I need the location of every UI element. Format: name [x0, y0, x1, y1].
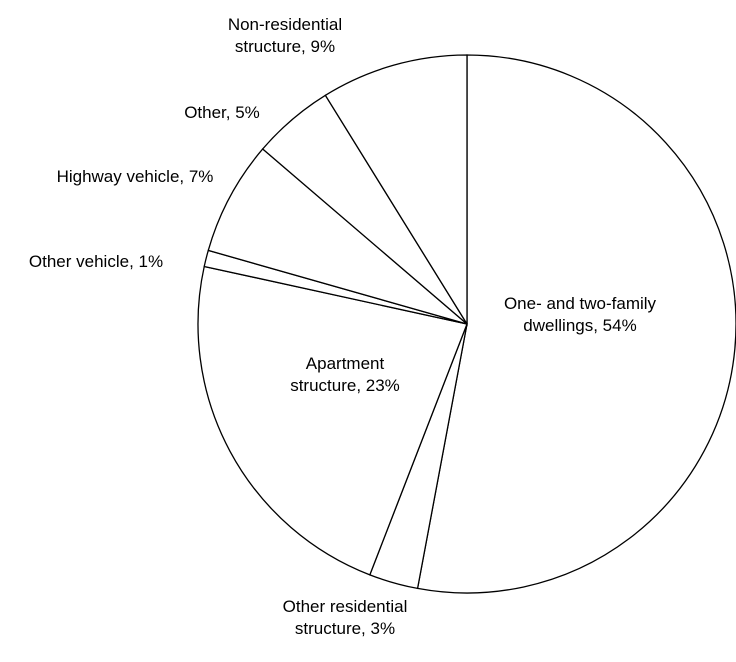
pie-slice [324, 54, 468, 327]
slice-label: Apartment structure, 23% [290, 354, 400, 395]
slice-label: Other residential structure, 3% [282, 597, 408, 638]
slice-label: Other, 5% [184, 103, 260, 122]
pie-slice [416, 54, 736, 594]
slice-label: One- and two-family dwellings, 54% [503, 294, 657, 335]
slice-label: Highway vehicle, 7% [56, 167, 214, 186]
pie-slice [207, 148, 468, 325]
pie-slice [197, 265, 468, 576]
slice-label: Other vehicle, 1% [28, 252, 164, 271]
slice-label: Non-residential structure, 9% [227, 15, 343, 56]
